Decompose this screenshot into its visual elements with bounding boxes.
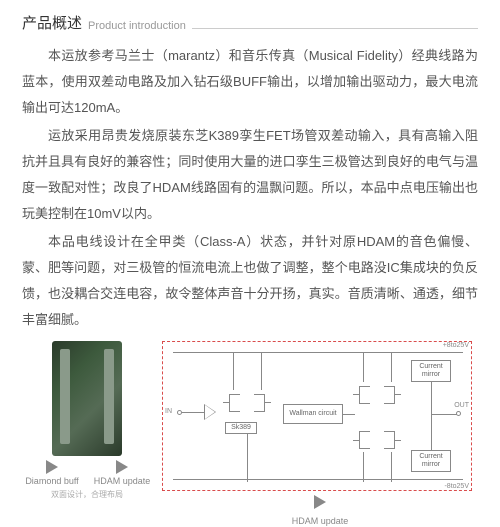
wire — [431, 414, 457, 415]
diagram-row: Diamond buff HDAM update 双面设计，合理布局 +8to2… — [22, 341, 478, 527]
fet-icon — [251, 390, 271, 416]
wire — [247, 434, 248, 482]
in-label: IN — [165, 408, 172, 415]
current-mirror-top: Current mirror — [411, 360, 451, 382]
rail-neg-label: -8to25V — [444, 483, 469, 490]
schematic-block: +8to25V -8to25V IN Sk389 Wallman circuit… — [162, 341, 478, 527]
triangle-icon — [46, 460, 58, 474]
header-title-en: Product introduction — [88, 20, 186, 33]
pcb-photo — [52, 341, 122, 456]
paragraph-1: 本运放参考马兰士（marantz）和音乐传真（Musical Fidelity）… — [22, 43, 478, 121]
sk389-label: Sk389 — [225, 422, 257, 434]
fet-icon — [381, 427, 401, 453]
paragraph-2: 运放采用昂贵发烧原装东芝K389孪生FET场管双差动输入，具有高输入阻抗并且具有… — [22, 123, 478, 227]
schematic-caption: HDAM update — [292, 516, 349, 527]
pcb-subcaption: 双面设计，合理布局 — [22, 489, 152, 500]
triangle-icon — [116, 460, 128, 474]
wire — [363, 452, 364, 482]
description-body: 本运放参考马兰士（marantz）和音乐传真（Musical Fidelity）… — [22, 43, 478, 333]
out-label: OUT — [454, 402, 469, 409]
header-divider — [192, 28, 478, 29]
amp-icon — [204, 404, 216, 420]
node-icon — [456, 411, 461, 416]
wire — [233, 352, 234, 390]
header-title-cn: 产品概述 — [22, 12, 82, 33]
fet-icon — [353, 382, 373, 408]
wire — [182, 412, 204, 413]
wallman-box: Wallman circuit — [283, 404, 343, 424]
wire — [431, 382, 432, 450]
wire — [343, 414, 355, 415]
diamond-buff-label: Diamond buff — [22, 476, 82, 487]
pcb-label-row: Diamond buff HDAM update — [22, 460, 152, 487]
wire — [261, 352, 262, 390]
schematic-diagram: +8to25V -8to25V IN Sk389 Wallman circuit… — [162, 341, 472, 491]
rail-pos-label: +8to25V — [443, 342, 469, 349]
paragraph-3: 本品电线设计在全甲类（Class-A）状态，并针对原HDAM的音色偏慢、蒙、肥等… — [22, 229, 478, 333]
triangle-icon — [314, 495, 326, 509]
fet-icon — [353, 427, 373, 453]
rail-line-pos — [173, 352, 463, 353]
hdam-update-label: HDAM update — [92, 476, 152, 487]
section-header: 产品概述 Product introduction — [22, 12, 478, 33]
fet-icon — [223, 390, 243, 416]
pcb-block: Diamond buff HDAM update 双面设计，合理布局 — [22, 341, 152, 500]
pcb-label-right: HDAM update — [92, 460, 152, 487]
wire — [363, 352, 364, 382]
wire — [391, 452, 392, 482]
rail-line-neg — [173, 479, 463, 480]
wire — [391, 352, 392, 382]
pcb-label-left: Diamond buff — [22, 460, 82, 487]
fet-icon — [381, 382, 401, 408]
current-mirror-bot: Current mirror — [411, 450, 451, 472]
